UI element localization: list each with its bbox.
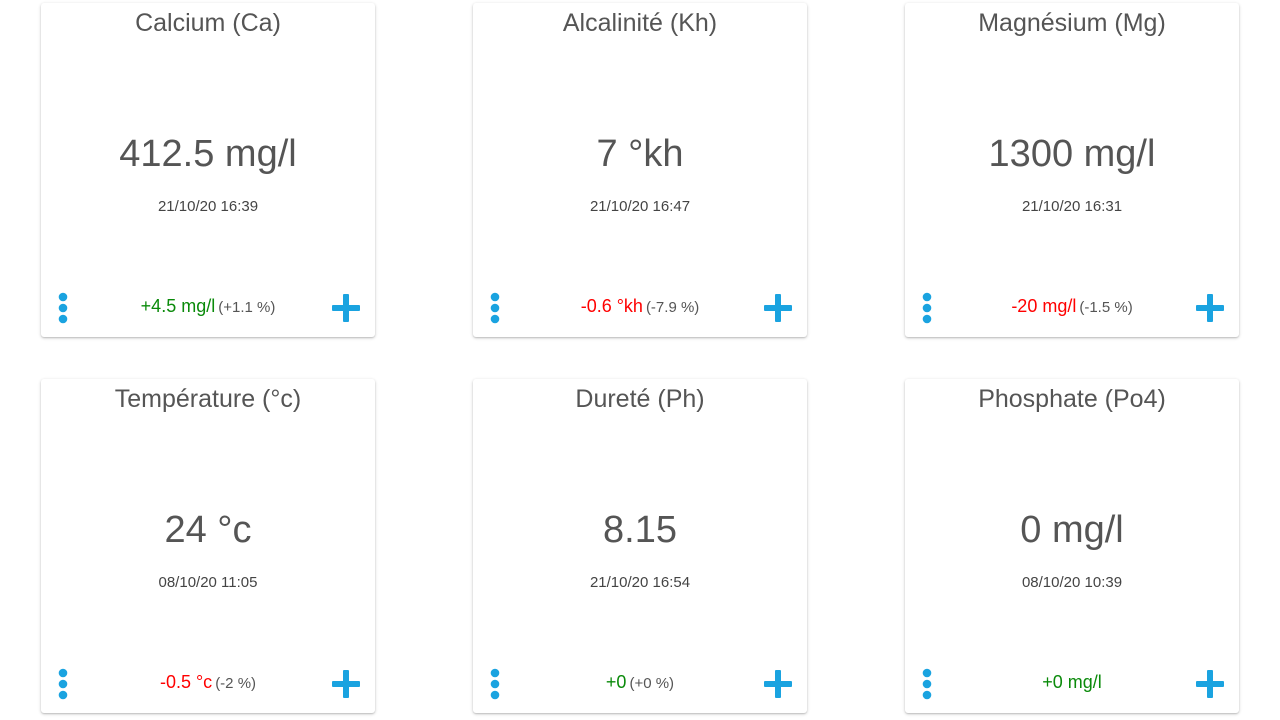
card-value: 24 °c (164, 509, 252, 551)
card-value: 7 °kh (596, 133, 684, 175)
card-date: 21/10/20 16:31 (1021, 198, 1123, 215)
card-value: 412.5 mg/l (119, 133, 297, 175)
delta-value: +0 (605, 672, 627, 692)
plus-icon[interactable] (1195, 293, 1225, 323)
plus-icon[interactable] (331, 293, 361, 323)
plus-icon[interactable] (763, 669, 793, 699)
card-title: Phosphate (Po4) (978, 385, 1166, 413)
delta: +0 mg/l (905, 672, 1239, 693)
delta: -0.5 °c (-2 %) (41, 672, 375, 693)
card-title: Magnésium (Mg) (978, 9, 1166, 37)
vertical-dots-icon[interactable] (917, 667, 937, 701)
delta-value: -0.5 °c (159, 672, 213, 692)
card-value: 0 mg/l (1020, 509, 1124, 551)
delta-value: -20 mg/l (1011, 296, 1077, 316)
plus-icon[interactable] (331, 669, 361, 699)
card-footer: +4.5 mg/l (+1.1 %) (41, 287, 375, 327)
delta: +0 (+0 %) (473, 672, 807, 693)
vertical-dots-icon[interactable] (917, 291, 937, 325)
delta-percent: (-1.5 %) (1079, 299, 1133, 316)
card-date: 08/10/20 11:05 (158, 574, 258, 591)
vertical-dots-icon[interactable] (485, 291, 505, 325)
card-date: 08/10/20 10:39 (1021, 574, 1123, 591)
vertical-dots-icon[interactable] (485, 667, 505, 701)
card-title: Dureté (Ph) (575, 385, 705, 413)
delta-percent: (-7.9 %) (645, 299, 700, 316)
delta: -0.6 °kh (-7.9 %) (473, 296, 807, 317)
delta: -20 mg/l (-1.5 %) (905, 296, 1239, 317)
delta-value: -0.6 °kh (580, 296, 643, 316)
card-date: 21/10/20 16:39 (157, 198, 259, 215)
card-footer: -0.6 °kh (-7.9 %) (473, 287, 807, 327)
card-title: Température (°c) (114, 385, 302, 413)
delta-value: +0 mg/l (1042, 672, 1102, 692)
plus-icon[interactable] (763, 293, 793, 323)
vertical-dots-icon[interactable] (53, 291, 73, 325)
card-calcium: Calcium (Ca) 412.5 mg/l 21/10/20 16:39 +… (41, 3, 375, 337)
card-date: 21/10/20 16:47 (589, 198, 691, 215)
card-hardness: Dureté (Ph) 8.15 21/10/20 16:54 +0 (+0 %) (473, 379, 807, 713)
card-phosphate: Phosphate (Po4) 0 mg/l 08/10/20 10:39 +0… (905, 379, 1239, 713)
card-footer: +0 mg/l (905, 663, 1239, 703)
card-value: 8.15 (603, 509, 677, 551)
card-alkalinity: Alcalinité (Kh) 7 °kh 21/10/20 16:47 -0.… (473, 3, 807, 337)
delta-value: +4.5 mg/l (140, 296, 216, 316)
delta-percent: (-2 %) (215, 675, 257, 692)
card-temperature: Température (°c) 24 °c 08/10/20 11:05 -0… (41, 379, 375, 713)
delta-percent: (+1.1 %) (218, 299, 276, 316)
delta-percent: (+0 %) (629, 675, 675, 692)
card-footer: -0.5 °c (-2 %) (41, 663, 375, 703)
card-footer: -20 mg/l (-1.5 %) (905, 287, 1239, 327)
card-title: Alcalinité (Kh) (562, 9, 718, 37)
card-magnesium: Magnésium (Mg) 1300 mg/l 21/10/20 16:31 … (905, 3, 1239, 337)
delta: +4.5 mg/l (+1.1 %) (41, 296, 375, 317)
vertical-dots-icon[interactable] (53, 667, 73, 701)
plus-icon[interactable] (1195, 669, 1225, 699)
card-value: 1300 mg/l (988, 133, 1156, 175)
card-title: Calcium (Ca) (135, 9, 281, 37)
card-footer: +0 (+0 %) (473, 663, 807, 703)
card-date: 21/10/20 16:54 (589, 574, 691, 591)
